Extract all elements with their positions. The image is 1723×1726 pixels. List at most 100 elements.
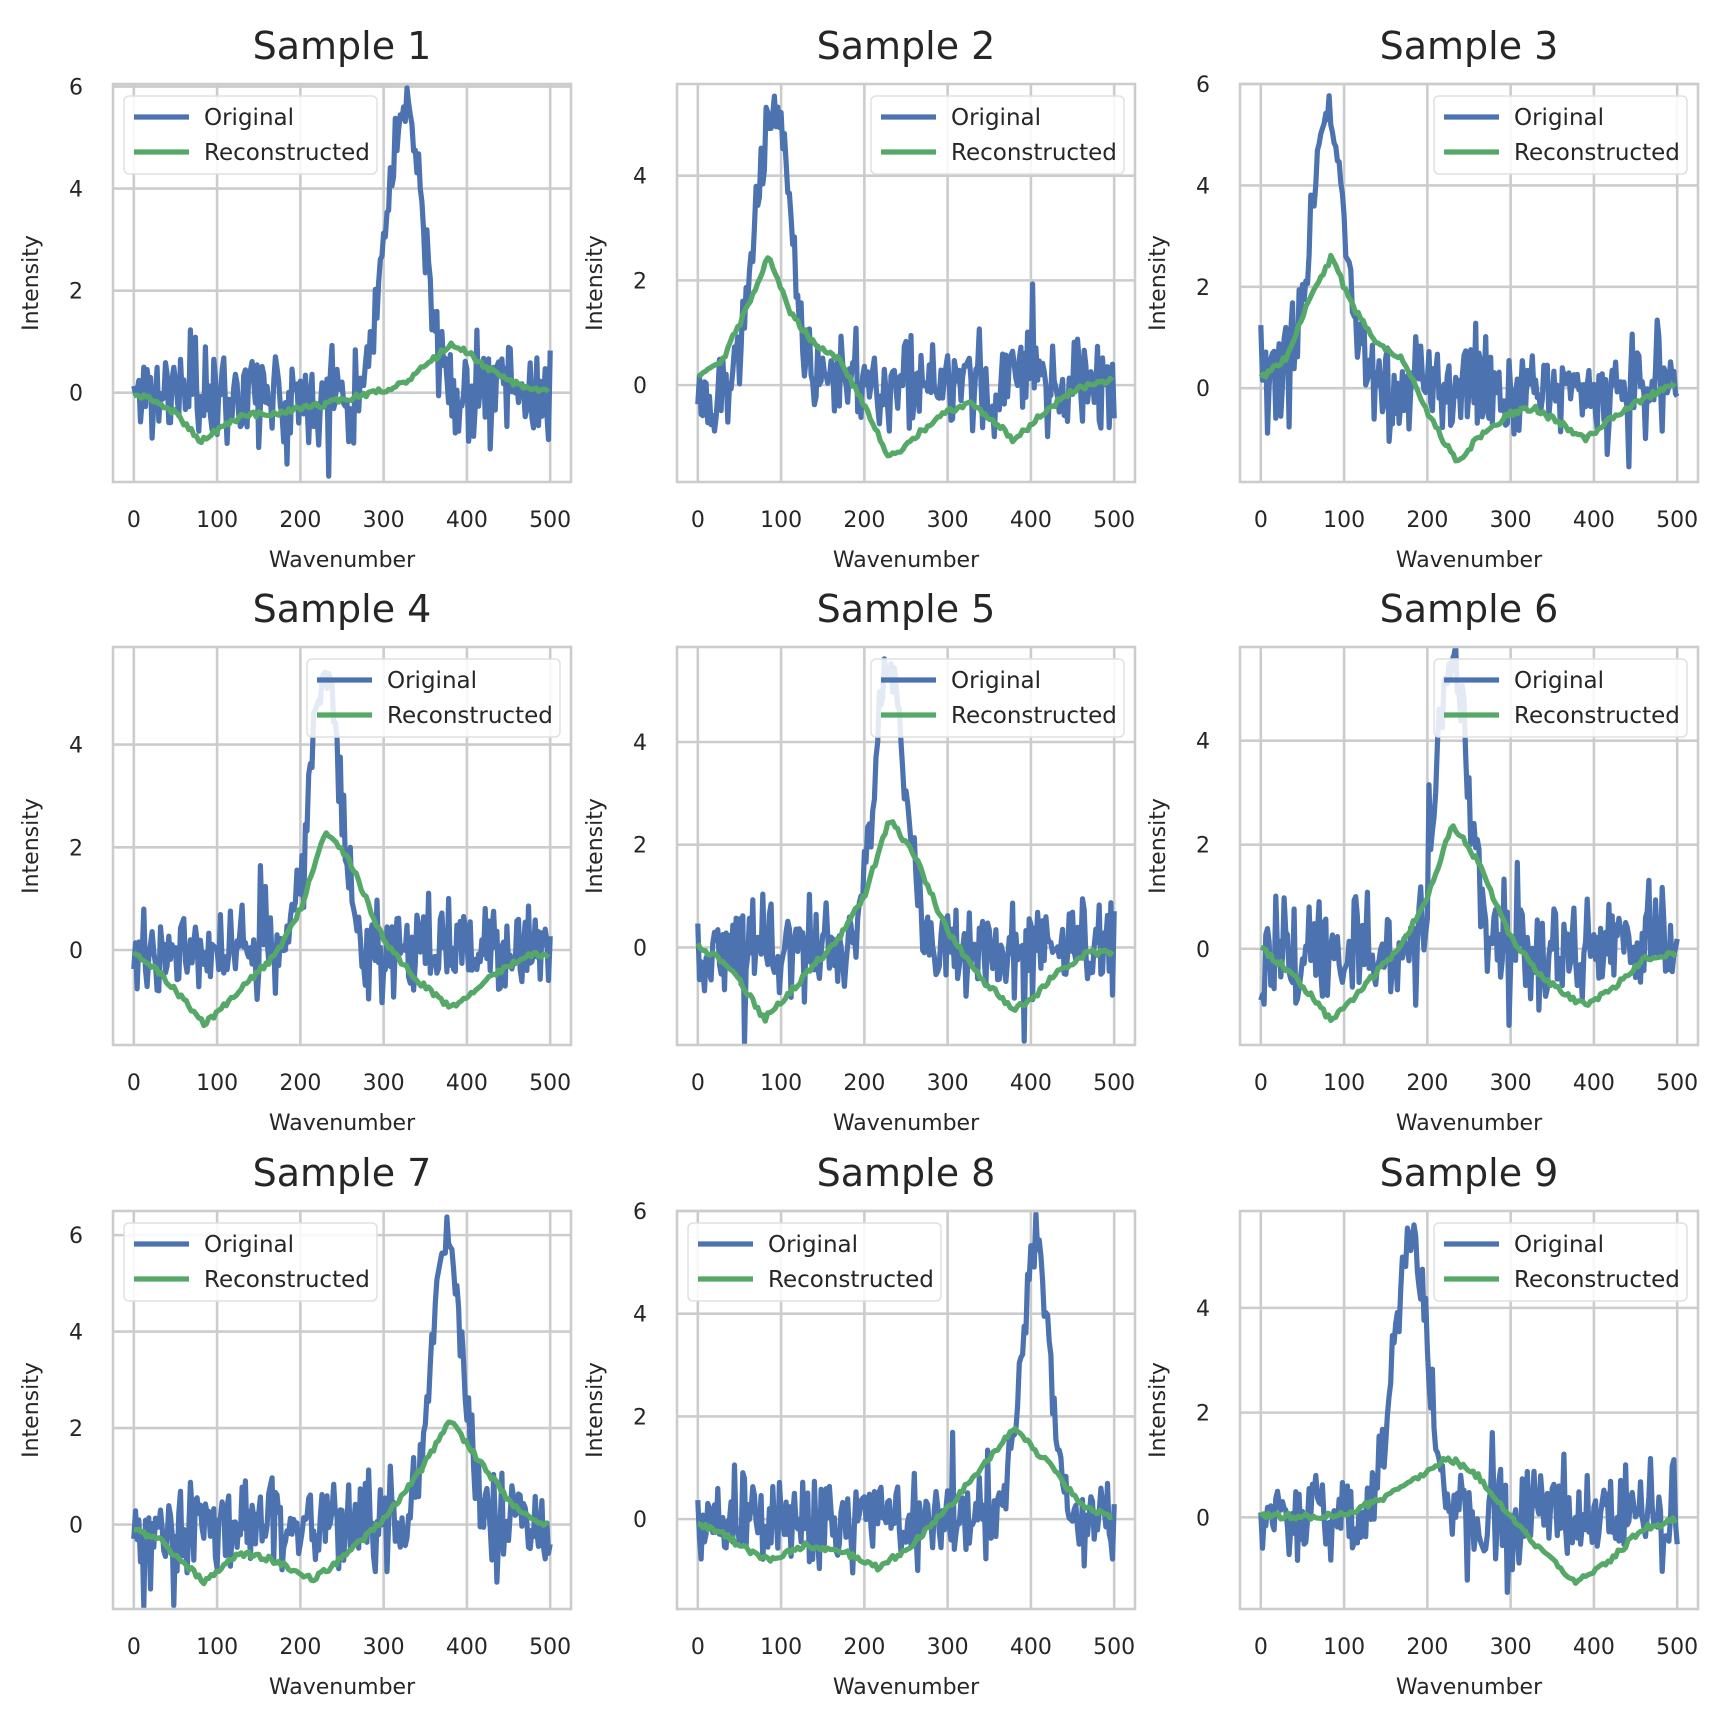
sample-9-ytick-label: 4 (1196, 1297, 1210, 1322)
sample-1-original-line (131, 85, 553, 479)
sample-5-legend: Original Reconstructed (870, 658, 1125, 738)
sample-4-xtick-label: 300 (363, 1071, 405, 1096)
sample-8-title: Sample 8 (817, 1151, 996, 1195)
sample-9-original-line (1258, 1222, 1680, 1595)
sample-2-xtick-label: 200 (843, 508, 885, 533)
sample-2-ytick-label: 4 (633, 165, 647, 190)
sample-5-xtick-label: 100 (760, 1071, 802, 1096)
sample-1-xtick-label: 100 (196, 508, 238, 533)
sample-2-reconstructed-line (696, 255, 1115, 459)
sample-9-legend: Original Reconstructed (1433, 1222, 1688, 1302)
sample-2-xtick-label: 100 (760, 508, 802, 533)
sample-1-xtick-label: 400 (446, 508, 488, 533)
sample-4-ytick-label: 2 (69, 836, 83, 861)
sample-8-legend-label-reconstructed: Reconstructed (768, 1267, 934, 1293)
sample-9-panel: 0 100 200 300 400 500 0 2 4 Sample 9 Wavenumber Int… (1146, 1151, 1700, 1700)
sample-7-xtick-label: 200 (279, 1635, 321, 1660)
sample-7-legend: Original Reconstructed (123, 1222, 378, 1302)
sample-3-xtick-label: 100 (1323, 508, 1365, 533)
sample-1-frame (111, 82, 573, 484)
sample-7-xtick-label: 300 (363, 1635, 405, 1660)
sample-6-original-line (1258, 647, 1680, 1028)
sample-4-legend-label-original: Original (387, 668, 477, 694)
sample-7-ytick-label: 4 (69, 1321, 83, 1346)
sample-5-original-line (695, 656, 1117, 1045)
sample-8-ytick-label: 6 (633, 1200, 647, 1225)
sample-5-ytick-label: 2 (633, 834, 647, 859)
sample-2-legend: Original Reconstructed (870, 95, 1125, 175)
sample-2-legend-label-original: Original (951, 105, 1041, 131)
sample-9-xtick-label: 300 (1490, 1635, 1532, 1660)
sample-2-xlabel: Wavenumber (833, 548, 980, 573)
sample-3-original-line (1258, 93, 1680, 470)
sample-4-xlabel: Wavenumber (269, 1111, 416, 1136)
sample-3-legend-label-original: Original (1514, 105, 1604, 131)
sample-5-title: Sample 5 (817, 587, 996, 631)
sample-4-title: Sample 4 (253, 587, 432, 631)
sample-6-xtick-label: 100 (1323, 1071, 1365, 1096)
sample-8-legend: Original Reconstructed (687, 1222, 942, 1302)
sample-5-ytick-label: 4 (633, 731, 647, 756)
sample-9-xlabel: Wavenumber (1396, 1675, 1543, 1700)
sample-1-xtick-label: 200 (279, 508, 321, 533)
sample-3-ytick-label: 0 (1196, 377, 1210, 402)
sample-7-legend-label-original: Original (204, 1232, 294, 1258)
sample-1-ytick-label: 2 (69, 280, 83, 305)
sample-3-frame (1238, 82, 1700, 484)
sample-1-xlabel: Wavenumber (269, 548, 416, 573)
sample-6-reconstructed-line (1259, 823, 1678, 1023)
sample-2-xtick-label: 0 (691, 508, 705, 533)
sample-9-legend-label-original: Original (1514, 1232, 1604, 1258)
sample-7-xlabel: Wavenumber (269, 1675, 416, 1700)
sample-7-original-line (131, 1214, 553, 1609)
sample-3-title: Sample 3 (1380, 24, 1559, 68)
sample-1-title: Sample 1 (253, 24, 432, 68)
sample-6-ylabel: Intensity (1146, 798, 1171, 894)
sample-6-frame (1238, 645, 1700, 1047)
sample-5-legend-label-original: Original (951, 668, 1041, 694)
sample-9-ytick-label: 2 (1196, 1402, 1210, 1427)
sample-1-xtick-label: 300 (363, 508, 405, 533)
sample-4-legend-label-reconstructed: Reconstructed (387, 703, 553, 729)
sample-5-legend-label-reconstructed: Reconstructed (951, 703, 1117, 729)
sample-8-ytick-label: 0 (633, 1508, 647, 1533)
sample-5-xtick-label: 200 (843, 1071, 885, 1096)
sample-4-xtick-label: 0 (127, 1071, 141, 1096)
sample-5-ylabel: Intensity (583, 798, 608, 894)
sample-1-ytick-label: 0 (69, 382, 83, 407)
sample-7-panel: 0 100 200 300 400 500 0 2 4 6 Sample 7 Wavenumber In… (19, 1151, 573, 1700)
sample-8-xlabel: Wavenumber (833, 1675, 980, 1700)
sample-1-xtick-label: 0 (127, 508, 141, 533)
sample-9-title: Sample 9 (1380, 1151, 1559, 1195)
sample-3-ytick-label: 4 (1196, 174, 1210, 199)
sample-9-legend-label-reconstructed: Reconstructed (1514, 1267, 1680, 1293)
sample-3-xtick-label: 400 (1573, 508, 1615, 533)
sample-5-xtick-label: 400 (1010, 1071, 1052, 1096)
sample-3-xtick-label: 0 (1254, 508, 1268, 533)
sample-4-ytick-label: 0 (69, 939, 83, 964)
sample-8-panel: 0 100 200 300 400 500 0 2 4 6 Sample 8 Wavenumber In… (583, 1151, 1137, 1700)
sample-4-xtick-label: 400 (446, 1071, 488, 1096)
sample-3-xtick-label: 500 (1656, 508, 1698, 533)
sample-8-original-line (695, 1211, 1117, 1576)
sample-3-xtick-label: 300 (1490, 508, 1532, 533)
sample-4-legend: Original Reconstructed (306, 658, 561, 738)
sample-1-ytick-label: 6 (69, 76, 83, 101)
sample-1-ytick-label: 4 (69, 178, 83, 203)
sample-3-ytick-label: 6 (1196, 73, 1210, 98)
sample-8-xtick-label: 500 (1093, 1635, 1135, 1660)
sample-8-ytick-label: 4 (633, 1303, 647, 1328)
sample-6-xtick-label: 400 (1573, 1071, 1615, 1096)
sample-3-legend: Original Reconstructed (1433, 95, 1688, 175)
sample-7-ytick-label: 0 (69, 1514, 83, 1539)
sample-4-xtick-label: 500 (529, 1071, 571, 1096)
sample-8-frame (675, 1209, 1137, 1611)
sample-2-ylabel: Intensity (583, 235, 608, 331)
sample-8-xtick-label: 100 (760, 1635, 802, 1660)
sample-7-xtick-label: 500 (529, 1635, 571, 1660)
sample-7-ylabel: Intensity (19, 1362, 44, 1458)
sample-1-xtick-label: 500 (529, 508, 571, 533)
sample-7-ytick-label: 2 (69, 1417, 83, 1442)
sample-2-ytick-label: 0 (633, 374, 647, 399)
